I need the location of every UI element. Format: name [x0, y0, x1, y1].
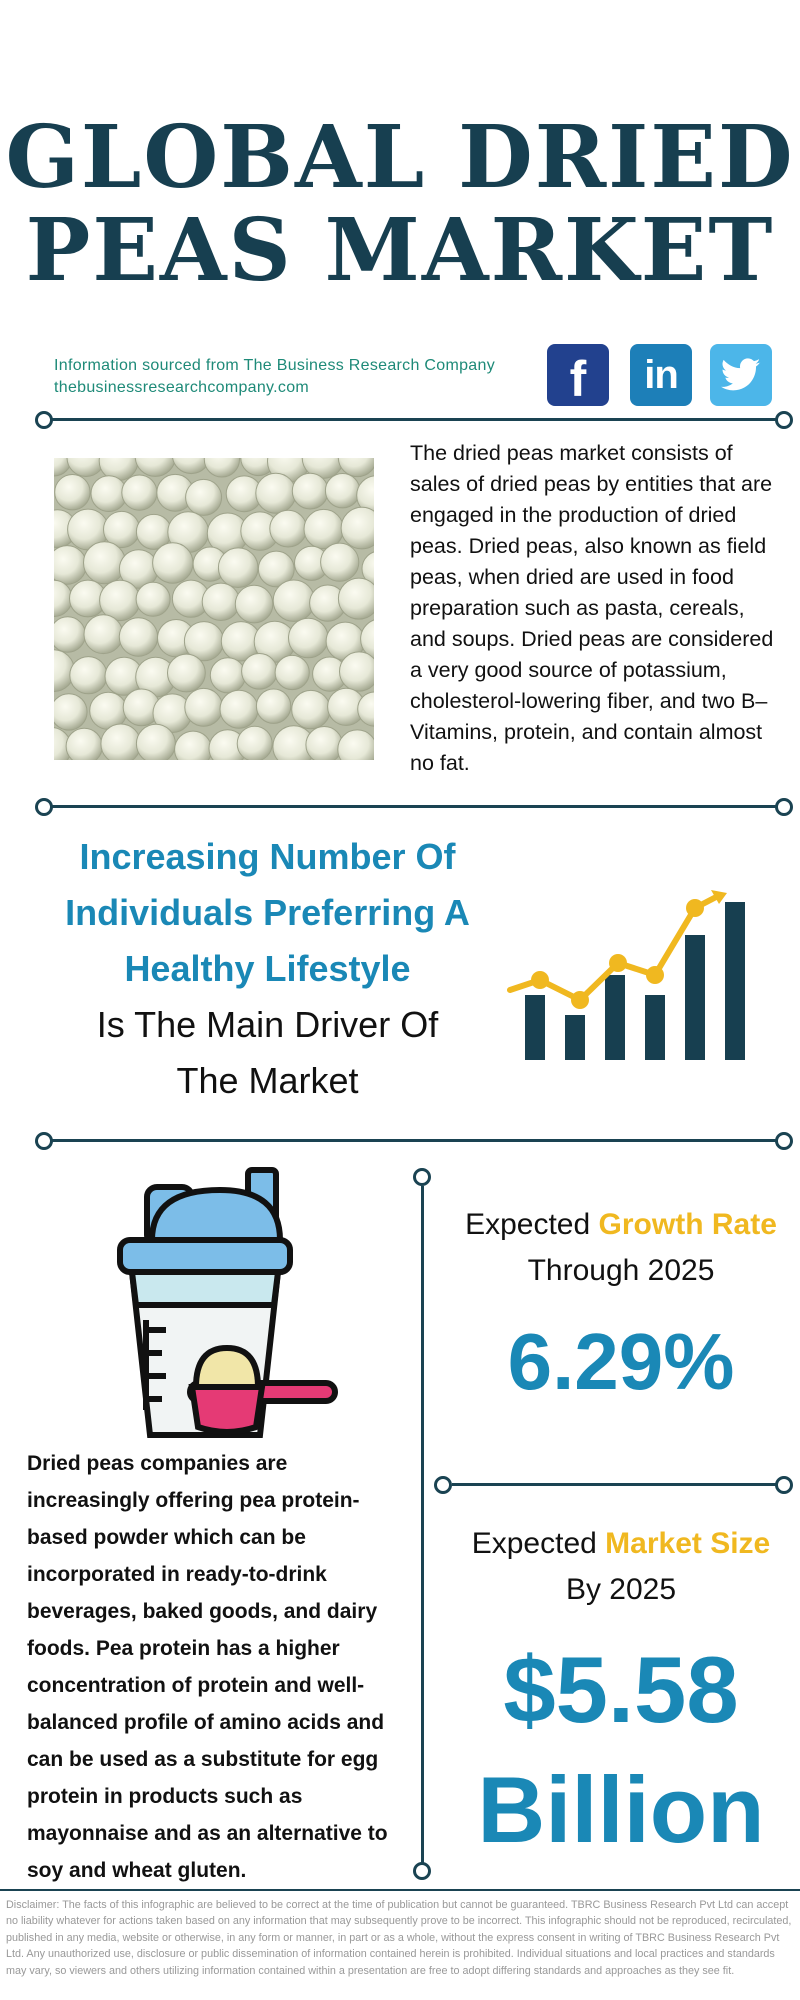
- driver-subline-2: The Market: [40, 1053, 495, 1109]
- growth-label-accent: Growth Rate: [599, 1208, 777, 1241]
- pea: [119, 618, 157, 656]
- intro-description: The dried peas market consists of sales …: [410, 438, 782, 779]
- divider: [45, 805, 783, 808]
- pea: [292, 690, 330, 728]
- pea: [54, 617, 85, 652]
- pea: [256, 473, 296, 513]
- growth-rate-value: 6.29%: [440, 1312, 800, 1412]
- divider-dot: [775, 798, 793, 816]
- market-size-period: By 2025: [440, 1567, 800, 1613]
- pea: [273, 580, 314, 621]
- pea: [289, 618, 329, 658]
- pea: [218, 548, 258, 588]
- pea: [185, 688, 223, 726]
- growth-label: Expected Growth Rate: [440, 1202, 800, 1248]
- vertical-divider: [421, 1186, 424, 1866]
- divider-dot: [434, 1476, 452, 1494]
- pea: [66, 728, 102, 760]
- pea: [292, 473, 328, 509]
- pea: [306, 727, 343, 761]
- pea: [325, 474, 359, 508]
- divider-dot: [775, 1132, 793, 1150]
- divider: [45, 1139, 783, 1142]
- divider-dot: [413, 1862, 431, 1880]
- linkedin-icon[interactable]: in: [630, 344, 692, 406]
- pea: [136, 582, 170, 616]
- divider-dot: [35, 411, 53, 429]
- market-size-unit: Billion: [440, 1755, 800, 1865]
- page-title-line1: GLOBAL DRIED: [0, 115, 800, 201]
- market-size-label: Expected Market Size: [440, 1521, 800, 1567]
- pea: [338, 578, 374, 619]
- dried-peas-photo: [54, 458, 374, 760]
- pea: [242, 654, 278, 690]
- source-url[interactable]: thebusinessresearchcompany.com: [54, 379, 309, 397]
- footer-divider: [0, 1889, 800, 1891]
- pea: [54, 546, 86, 585]
- pea: [235, 585, 273, 623]
- divider-dot: [413, 1168, 431, 1186]
- divider-dot: [35, 798, 53, 816]
- bar-chart-growth-icon: [505, 890, 750, 1065]
- pea: [84, 615, 123, 654]
- page-title-line2: PEAS MARKET: [0, 208, 800, 294]
- driver-subline-1: Is The Main Driver Of: [40, 997, 495, 1053]
- twitter-icon[interactable]: [710, 344, 772, 406]
- disclaimer: Disclaimer: The facts of this infographi…: [6, 1897, 796, 1979]
- market-size-label-accent: Market Size: [605, 1527, 770, 1560]
- pea: [237, 726, 272, 760]
- pea: [153, 543, 193, 583]
- pea: [220, 690, 258, 728]
- facebook-icon[interactable]: f: [547, 344, 609, 406]
- driver-headline-1: Increasing Number Of: [40, 829, 495, 885]
- pea: [101, 724, 141, 760]
- pea: [340, 652, 375, 691]
- pea: [270, 510, 307, 547]
- divider-dot: [775, 411, 793, 429]
- pea: [84, 542, 126, 584]
- pea: [321, 543, 359, 581]
- driver-headline-2: Individuals Preferring A: [40, 885, 495, 941]
- pea: [186, 479, 222, 515]
- divider: [452, 1483, 777, 1486]
- market-size-value: $5.58: [440, 1635, 800, 1745]
- pea: [256, 689, 290, 723]
- pea: [210, 658, 245, 693]
- pea: [275, 655, 309, 689]
- pea: [70, 657, 107, 694]
- pea: [54, 694, 87, 730]
- pea: [136, 724, 175, 760]
- pea: [55, 475, 90, 510]
- pea: [168, 654, 206, 692]
- divider-dot: [35, 1132, 53, 1150]
- trend-description: Dried peas companies are increasingly of…: [27, 1445, 412, 1889]
- growth-period: Through 2025: [440, 1248, 800, 1294]
- source-text: Information sourced from The Business Re…: [54, 357, 495, 375]
- pea: [202, 583, 239, 620]
- divider-dot: [775, 1476, 793, 1494]
- growth-label-prefix: Expected: [465, 1208, 590, 1241]
- divider: [45, 418, 783, 421]
- market-size-label-prefix: Expected: [472, 1527, 597, 1560]
- protein-shaker-icon: [110, 1165, 345, 1440]
- driver-headline-3: Healthy Lifestyle: [40, 941, 495, 997]
- pea: [122, 475, 157, 510]
